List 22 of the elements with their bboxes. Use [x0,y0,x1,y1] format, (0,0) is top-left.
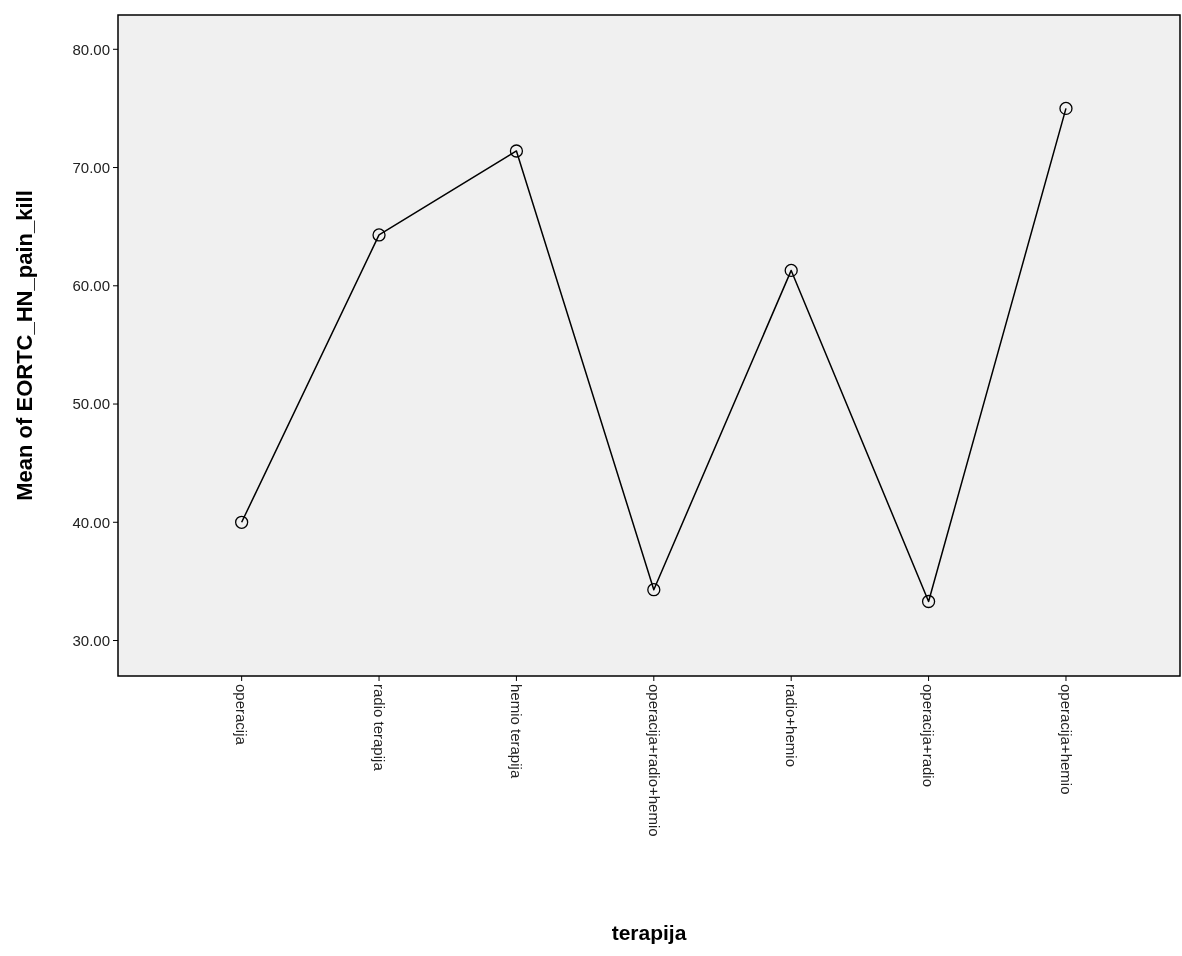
y-tick-label: 40.00 [72,513,110,531]
point [647,583,661,597]
point [1059,101,1073,116]
y-tick-label: 80.00 [72,40,110,58]
x-tick-label: operacija+hemio [1057,684,1075,795]
x-tick-label: operacija+radio [920,684,938,787]
x-tick-label: hemio terapija [508,684,526,779]
x-axis-title: terapija [611,921,687,944]
y-axis-title: Mean of EORTC_HN_pain_kill [12,190,37,501]
y-tick-label: 30.00 [72,631,110,649]
x-tick-label: radio+hemio [782,684,800,767]
x-tick-label: radio terapija [370,684,388,772]
x-tick-label: operacija [233,684,251,746]
x-tick-label: operacija+radio+hemio [645,684,663,837]
point [509,144,524,158]
y-tick-label: 70.00 [72,158,110,176]
y-tick-label: 50.00 [72,395,110,413]
point [784,263,798,278]
y-tick-label: 60.00 [72,277,110,295]
point [372,228,386,242]
point [921,594,936,609]
point [235,515,249,529]
